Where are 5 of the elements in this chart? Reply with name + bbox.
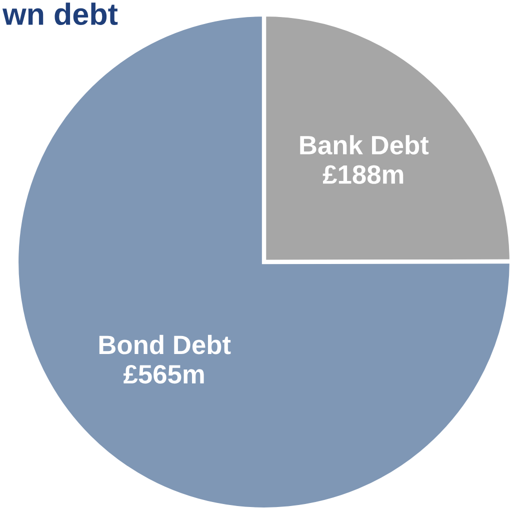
- data-label: £188m: [322, 165, 404, 184]
- slice-label: Bank Debt: [300, 135, 429, 155]
- slice-label: Bond Debt: [99, 334, 231, 354]
- data-label: £565m: [124, 364, 204, 384]
- chart-title: wn debt: [2, 2, 118, 26]
